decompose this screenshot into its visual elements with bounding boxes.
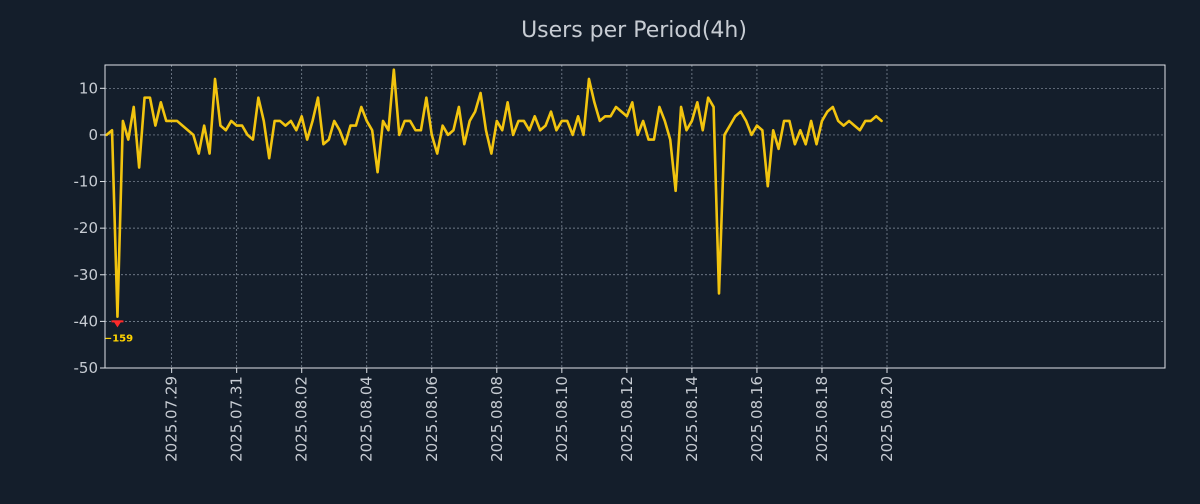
x-tick-label: 2025.08.06 <box>423 376 441 462</box>
x-tick-label: 2025.07.31 <box>228 376 246 462</box>
series-layer <box>105 68 883 319</box>
min-value-label: −159 <box>104 333 133 344</box>
x-axis: 2025.07.29 2025.07.31 2025.08.02 2025.08.04… <box>163 368 896 462</box>
annotation-layer: −159 <box>104 320 133 344</box>
y-tick-label: -30 <box>74 266 99 284</box>
series-line <box>105 68 883 319</box>
chart-title: Users per Period(4h) <box>521 18 747 43</box>
y-tick-label: -40 <box>74 312 99 330</box>
x-tick-label: 2025.08.02 <box>293 376 311 462</box>
x-tick-label: 2025.08.12 <box>618 376 636 462</box>
y-tick-label: -50 <box>74 359 99 377</box>
x-tick-label: 2025.07.29 <box>163 376 181 462</box>
plot-frame <box>104 64 1166 369</box>
y-tick-label: 10 <box>79 79 98 97</box>
min-marker-triangle <box>112 320 122 328</box>
x-tick-label: 2025.08.20 <box>878 376 896 462</box>
y-tick-label: -20 <box>74 219 99 237</box>
x-tick-label: 2025.08.04 <box>358 376 376 462</box>
y-axis: 10 0 -10 -20 -30 -40 -50 <box>74 79 105 377</box>
x-tick-label: 2025.08.10 <box>553 376 571 462</box>
x-tick-label: 2025.08.16 <box>748 376 766 462</box>
y-tick-label: 0 <box>88 126 98 144</box>
y-tick-label: -10 <box>74 173 99 191</box>
grid-lines <box>105 65 1165 369</box>
x-tick-label: 2025.08.18 <box>813 376 831 462</box>
x-tick-label: 2025.08.14 <box>683 376 701 462</box>
x-tick-label: 2025.08.08 <box>488 376 506 462</box>
